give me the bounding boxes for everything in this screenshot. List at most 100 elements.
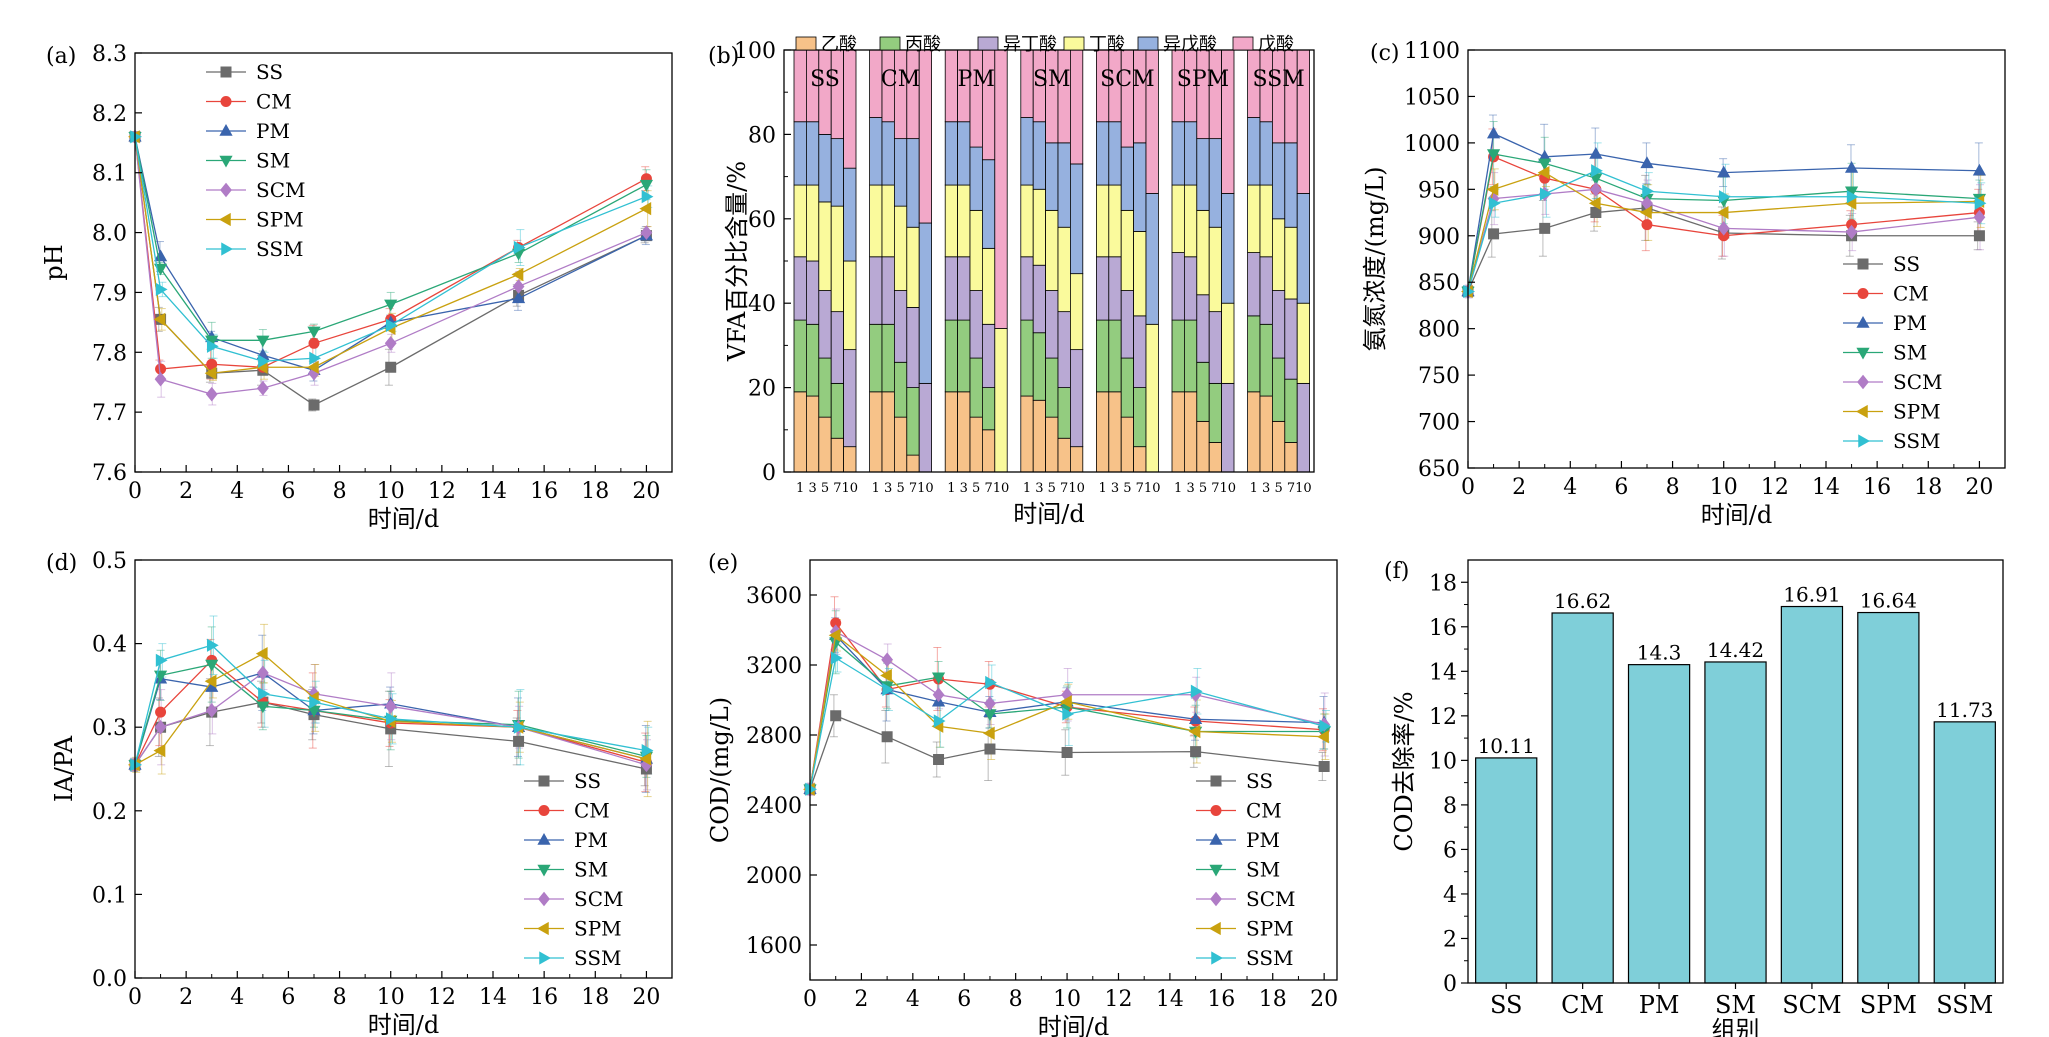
legend-marker-cm (220, 96, 232, 107)
day-tick-label: 5 (1048, 481, 1056, 496)
stack-segment-spm (1196, 361, 1210, 422)
x-tick-label: 4 (906, 987, 920, 1012)
data-point-ssm (641, 744, 654, 758)
data-point-ssm (155, 653, 168, 667)
day-tick-label: 10 (917, 481, 934, 496)
stack-segment-ss (818, 416, 832, 473)
stack-segment-sm (1070, 49, 1084, 165)
data-point-spm (880, 668, 892, 683)
x-tick-label: 4 (1563, 475, 1577, 500)
legend-marker-ss (538, 775, 550, 787)
x-tick-label: 18 (581, 479, 609, 504)
stack-segment-pm (982, 323, 996, 388)
data-point-ss (1190, 746, 1202, 758)
stack-segment-spm (1196, 209, 1210, 296)
data-point-ssm (513, 240, 526, 255)
legend-label-cm: CM (1893, 282, 1929, 306)
x-tick-label: 10 (1710, 475, 1738, 500)
stack-segment-pm (982, 247, 996, 325)
legend-marker-cm (1210, 805, 1222, 816)
y-tick-label: 0.1 (92, 883, 127, 908)
data-point-scm (1717, 221, 1730, 236)
day-tick-label: 3 (1035, 481, 1043, 496)
stack-segment-ss (818, 49, 832, 135)
stack-segment-cm (906, 138, 920, 228)
data-point-ssm (309, 695, 322, 709)
plot-frame (1467, 559, 2004, 984)
stack-segment-sm (1032, 188, 1046, 266)
legend-label: 乙酸 (821, 34, 857, 55)
data-point-pm (153, 249, 168, 262)
bar-ssm (1933, 721, 1996, 984)
y-tick-label: 2400 (746, 794, 802, 819)
data-point-ss (881, 731, 893, 743)
day-tick-label: 5 (896, 481, 904, 496)
day-tick-label: 3 (960, 481, 968, 496)
data-point-ssm (1539, 187, 1552, 201)
day-tick-label: 5 (821, 481, 829, 496)
stack-segment-pm (944, 256, 959, 321)
stack-segment-ss (843, 167, 857, 262)
data-point-sm (307, 705, 321, 718)
y-tick-label: 950 (1418, 178, 1460, 203)
legend-marker-pm (1856, 315, 1870, 328)
stack-segment-ssm (1272, 49, 1286, 144)
stack-segment-cm (918, 49, 933, 224)
stack-segment-sm (1020, 319, 1034, 397)
data-point-sm (931, 672, 946, 685)
x-tick-label: 12 (1761, 475, 1789, 500)
x-tick-label: 8 (1666, 475, 1680, 500)
legend-marker-scm (220, 182, 232, 198)
y-tick-label: 10 (1429, 749, 1457, 774)
x-tick-label: 14 (1812, 475, 1840, 500)
x-tick-label: SPM (1860, 991, 1917, 1019)
y-axis-title: pH (40, 244, 68, 280)
data-point-sm (639, 179, 654, 192)
panel-e-cod-chart: 0 2 4 6 8 10 12 14 16 18 20 1600 2000 2400 2800 3200 360… (706, 551, 1338, 1037)
x-tick-label: 14 (479, 985, 507, 1010)
data-point-pm (1486, 126, 1501, 139)
legend-marker-cm (1857, 288, 1869, 299)
legend-label-spm: SPM (574, 917, 622, 941)
data-point-scm (154, 719, 167, 735)
y-tick-label: 100 (734, 39, 776, 64)
data-point-ssm (1463, 284, 1476, 299)
stack-segment-spm (1221, 193, 1235, 304)
data-point-spm (982, 726, 995, 740)
x-tick-label: 2 (179, 479, 193, 504)
group-label-ss: SS (810, 67, 840, 92)
data-point-spm (1060, 695, 1072, 709)
data-point-ssm (1319, 719, 1332, 733)
data-point-sm (1538, 158, 1552, 171)
data-point-ssm (1591, 164, 1603, 178)
stack-segment-sm (1045, 357, 1059, 418)
legend-label-sm: SM (1246, 858, 1280, 882)
data-point-sm (205, 659, 219, 672)
stack-segment-pm (969, 49, 983, 148)
series-line-sm (809, 641, 1325, 790)
stack-segment-ssm (1272, 218, 1286, 291)
data-point-sm (384, 299, 398, 312)
legend-label-sm: SM (574, 858, 608, 882)
stack-segment-scm (1120, 209, 1134, 291)
stack-segment-scm (1145, 193, 1159, 325)
legend-label-cm: CM (574, 799, 610, 823)
data-point-ssm (385, 712, 398, 726)
stack-segment-spm (1171, 184, 1185, 253)
group-label-sm: SM (1033, 67, 1071, 92)
day-tick-label: 7 (984, 481, 992, 496)
stack-segment-ssm (1272, 357, 1286, 422)
data-point-spm (255, 647, 268, 661)
data-point-ssm (206, 638, 219, 652)
stack-segment-ssm (1272, 142, 1286, 220)
legend-swatch (879, 36, 901, 51)
x-tick-label: SM (1715, 991, 1756, 1019)
y-tick-label: 18 (1429, 571, 1457, 596)
stack-segment-sm (1057, 49, 1071, 144)
legend-label: 戊酸 (1258, 34, 1294, 55)
day-tick-label: 5 (972, 481, 980, 496)
stack-segment-sm (1070, 273, 1084, 351)
stack-segment-pm (969, 416, 983, 473)
data-point-ssm (513, 720, 526, 734)
